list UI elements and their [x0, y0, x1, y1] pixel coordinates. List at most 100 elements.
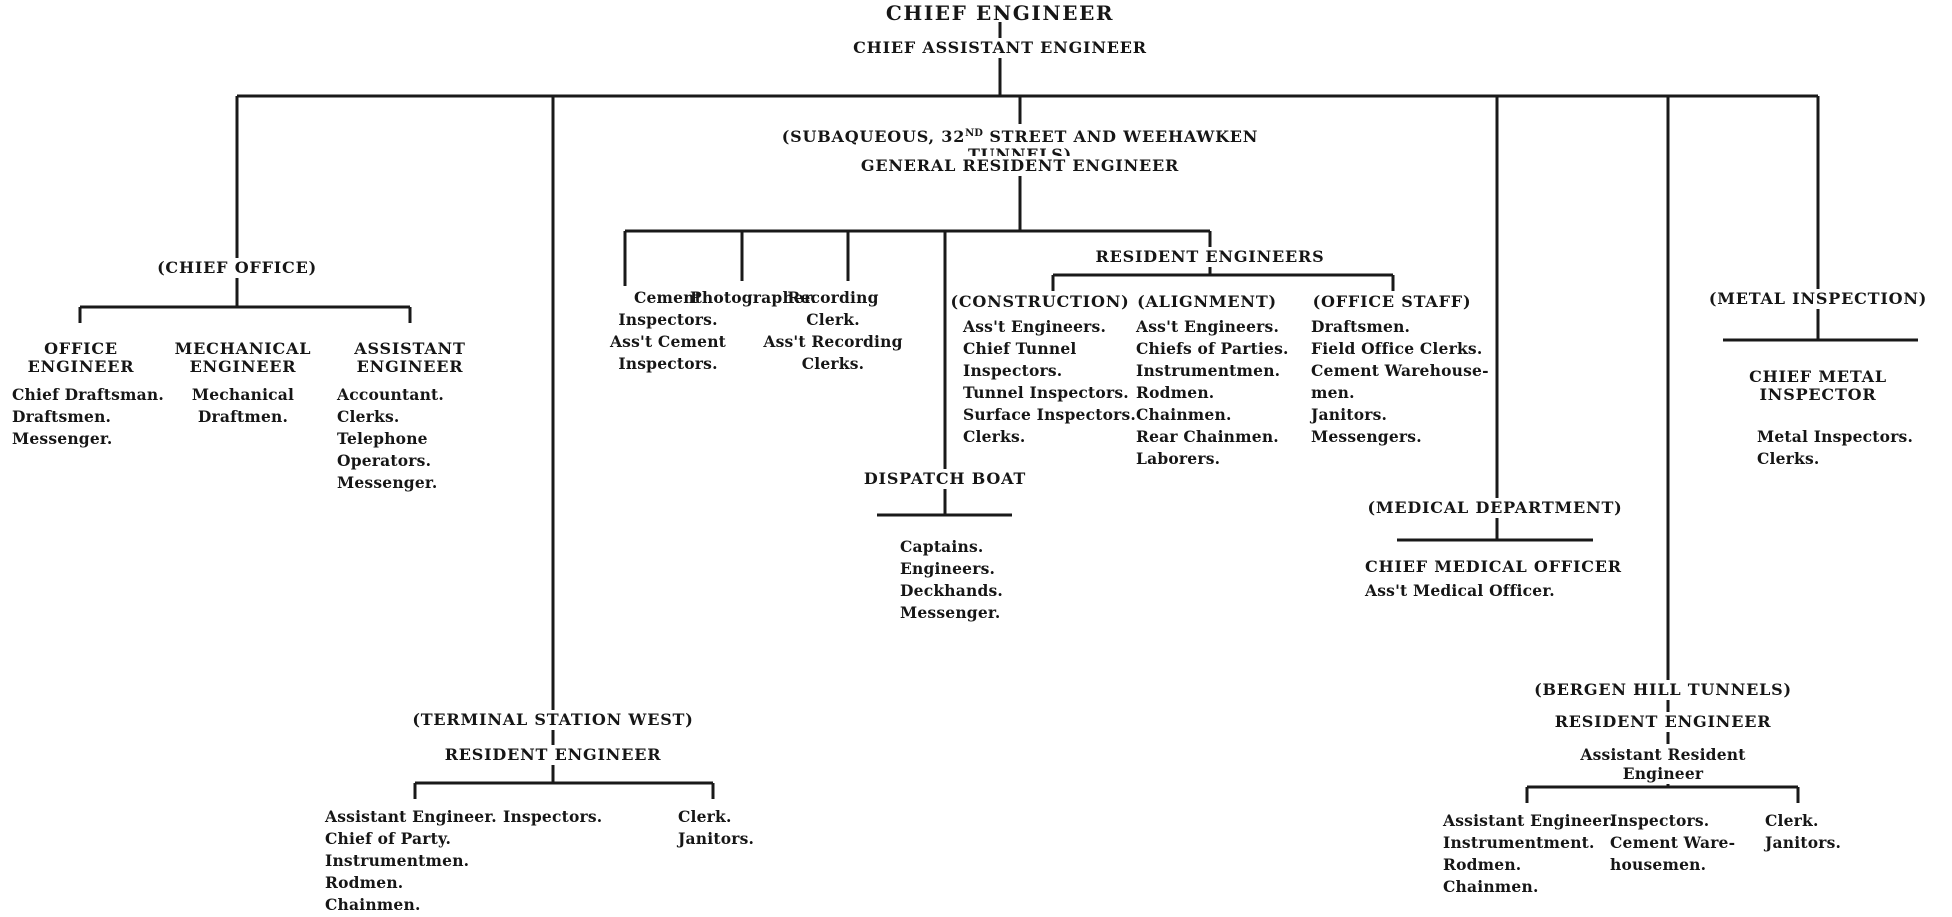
metal-staff: Metal Inspectors. Clerks. — [1757, 426, 1927, 470]
office-engineer-title: OFFICE ENGINEER — [11, 340, 151, 376]
staff-line: Chief Tunnel — [963, 339, 1077, 358]
staff-line: Inspectors. — [503, 807, 603, 826]
terminal-resident-engineer-title: RESIDENT ENGINEER — [438, 745, 668, 765]
staff-line: Accountant. — [337, 385, 445, 404]
title-line: OFFICE — [44, 339, 118, 358]
staff-line: Captains. — [900, 537, 984, 556]
bergen-column-2-staff: Inspectors. Cement Ware-housemen. — [1610, 810, 1760, 876]
staff-line: Rear Chainmen. — [1136, 427, 1279, 446]
staff-line: Telephone Operators. — [337, 429, 432, 470]
title-line: INSPECTOR — [1759, 385, 1877, 404]
staff-line: Clerk. — [1765, 811, 1819, 830]
staff-line: Messenger. — [12, 429, 113, 448]
staff-line: Inspectors. — [1610, 811, 1710, 830]
staff-line: Clerks. — [1757, 449, 1820, 468]
staff-line: Cement Warehouse- — [1311, 361, 1489, 380]
staff-line: Assistant Engineer. — [1443, 811, 1615, 830]
bergen-hill-tunnels-label: (BERGEN HILL TUNNELS) — [1528, 680, 1798, 700]
staff-line: Clerks. — [801, 354, 865, 373]
chief-assistant-engineer-title: CHIEF ASSISTANT ENGINEER — [830, 38, 1170, 58]
staff-line: Chainmen. — [325, 895, 421, 914]
title-line: ENGINEER — [27, 357, 135, 376]
staff-line: Ass't Recording — [763, 332, 903, 351]
staff-line: Chief Draftsman. — [12, 385, 164, 404]
staff-line: Chainmen. — [1136, 405, 1232, 424]
chief-office-label: (CHIEF OFFICE) — [127, 258, 347, 278]
title-line: ASSISTANT — [354, 339, 466, 358]
office-engineer-staff: Chief Draftsman. Draftsmen. Messenger. — [12, 384, 182, 450]
staff-line: Laborers. — [1136, 449, 1221, 468]
staff-line: Clerk. — [806, 310, 860, 329]
terminal-column-3-staff: Clerk. Janitors. — [678, 806, 788, 850]
chief-engineer-title: CHIEF ENGINEER — [885, 1, 1115, 25]
title-line: ENGINEER — [189, 357, 297, 376]
staff-line: Instrumentment. — [1443, 833, 1595, 852]
staff-line: Tunnel Inspectors. — [963, 383, 1129, 402]
medical-department-label: (MEDICAL DEPARTMENT) — [1365, 498, 1625, 518]
assistant-engineer-staff: Accountant. Clerks. Telephone Operators. Me… — [337, 384, 527, 494]
title-line: MECHANICAL — [174, 339, 312, 358]
alignment-group-label: (ALIGNMENT) — [1137, 292, 1277, 311]
staff-line: Chiefs of Parties. — [1136, 339, 1289, 358]
staff-line: Ass't Engineers. — [963, 317, 1107, 336]
dispatch-boat-staff: Captains. Engineers. Deckhands. Messenger. — [900, 536, 1040, 624]
staff-line: housemen. — [1610, 855, 1707, 874]
terminal-station-west-label: (TERMINAL STATION WEST) — [403, 710, 703, 730]
staff-line: Draftsmen. — [1311, 317, 1411, 336]
staff-line: Cement — [633, 288, 703, 307]
medical-staff: Ass't Medical Officer. — [1365, 580, 1585, 602]
resident-engineers-label: RESIDENT ENGINEERS — [1095, 247, 1325, 267]
general-resident-engineer-title: GENERAL RESIDENT ENGINEER — [850, 156, 1190, 176]
staff-line: Assistant Engineer. — [325, 807, 497, 826]
staff-line: Surface Inspectors. — [963, 405, 1137, 424]
mechanical-engineer-staff: Mechanical Draftmen. — [163, 384, 323, 428]
photographer-staff: Photographer. — [690, 287, 817, 309]
staff-line: Metal Inspectors. — [1757, 427, 1914, 446]
label-part: (SUBAQUEOUS, 32 — [781, 127, 966, 146]
staff-line: Janitors. — [1311, 405, 1388, 424]
staff-line: Clerk. — [678, 807, 732, 826]
staff-line: Rodmen. — [325, 873, 404, 892]
recording-clerk-staff: Recording Clerk. Ass't Recording Clerks. — [763, 287, 903, 375]
staff-line: Deckhands. — [900, 581, 1004, 600]
staff-line: Messengers. — [1311, 427, 1422, 446]
metal-inspection-label: (METAL INSPECTION) — [1703, 289, 1933, 309]
title-line: ENGINEER — [356, 357, 464, 376]
staff-line: Janitors. — [678, 829, 755, 848]
staff-line: Clerks. — [337, 407, 400, 426]
title-line: CHIEF METAL — [1749, 367, 1887, 386]
terminal-column-1-staff: Assistant Engineer. Chief of Party. Instru… — [325, 806, 505, 916]
staff-line: Janitors. — [1765, 833, 1842, 852]
bergen-resident-engineer-title: RESIDENT ENGINEER — [1548, 712, 1778, 732]
construction-group-label: (CONSTRUCTION) — [950, 292, 1130, 311]
staff-line: Ass't Engineers. — [1136, 317, 1280, 336]
staff-line: Instrumentmen. — [325, 851, 470, 870]
staff-line: Recording — [787, 288, 879, 307]
bergen-column-3-staff: Clerk. Janitors. — [1765, 810, 1875, 854]
staff-line: Inspectors. — [963, 361, 1063, 380]
alignment-group-staff: Ass't Engineers. Chiefs of Parties. Instru… — [1136, 316, 1316, 470]
staff-line: Ass't Medical Officer. — [1365, 581, 1555, 600]
ordinal-suffix: ND — [965, 128, 983, 139]
staff-line: Field Office Clerks. — [1311, 339, 1483, 358]
staff-line: Ass't Cement — [609, 332, 727, 351]
office-staff-group-label: (OFFICE STAFF) — [1312, 292, 1472, 311]
bergen-assistant-resident-engineer-title: Assistant Resident Engineer — [1543, 744, 1783, 784]
staff-line: Inspectors. — [618, 354, 718, 373]
construction-group-staff: Ass't Engineers. Chief Tunnel Inspectors. T… — [963, 316, 1153, 448]
staff-line: Clerks. — [963, 427, 1026, 446]
staff-line: Engineers. — [900, 559, 996, 578]
bergen-column-1-staff: Assistant Engineer. Instrumentment. Rodmen… — [1443, 810, 1623, 898]
staff-line: Chainmen. — [1443, 877, 1539, 896]
cement-inspectors-staff: Cement Inspectors. Ass't Cement Inspectors. — [603, 287, 733, 375]
staff-line: Rodmen. — [1136, 383, 1215, 402]
staff-line: Chief of Party. — [325, 829, 452, 848]
assistant-engineer-title: ASSISTANT ENGINEER — [330, 340, 490, 376]
office-staff-group-staff: Draftsmen. Field Office Clerks. Cement War… — [1311, 316, 1501, 448]
staff-line: Draftmen. — [197, 407, 289, 426]
dispatch-boat-label: DISPATCH BOAT — [850, 469, 1040, 489]
staff-line: men. — [1311, 383, 1355, 402]
mechanical-engineer-title: MECHANICAL ENGINEER — [163, 340, 323, 376]
staff-line: Photographer. — [690, 288, 817, 307]
